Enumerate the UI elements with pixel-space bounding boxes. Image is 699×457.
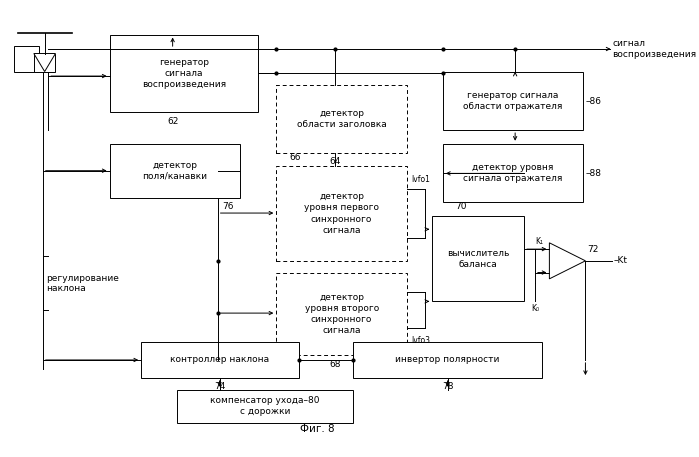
Text: инвертор полярности: инвертор полярности: [396, 356, 500, 365]
Text: детектор уровня
сигнала отражателя: детектор уровня сигнала отражателя: [463, 163, 563, 183]
Text: 78: 78: [442, 383, 453, 392]
Text: Ivfo1: Ivfo1: [412, 175, 431, 184]
Text: Ivfo3: Ivfo3: [412, 335, 431, 345]
Text: детектор
области заголовка: детектор области заголовка: [297, 109, 387, 129]
Text: K₀: K₀: [531, 304, 539, 313]
Text: K₁: K₁: [535, 237, 543, 245]
Bar: [177, 390, 353, 423]
Bar: [432, 216, 524, 301]
Text: генератор сигнала
области отражателя: генератор сигнала области отражателя: [463, 91, 563, 111]
Text: 62: 62: [167, 117, 178, 126]
Bar: [110, 35, 258, 112]
Bar: [14, 46, 39, 72]
Bar: [443, 72, 583, 130]
Text: 72: 72: [587, 244, 598, 254]
Bar: [276, 272, 407, 356]
Text: Фиг. 8: Фиг. 8: [300, 425, 334, 434]
Polygon shape: [34, 53, 55, 72]
Text: –Kt: –Kt: [614, 256, 628, 266]
Text: 76: 76: [222, 202, 233, 211]
Bar: [443, 143, 583, 202]
Text: 70: 70: [455, 202, 467, 211]
Text: 74: 74: [214, 383, 225, 392]
Bar: [34, 53, 55, 72]
Text: генератор
сигнала
воспроизведения: генератор сигнала воспроизведения: [142, 58, 226, 89]
Text: 66: 66: [290, 153, 301, 162]
Bar: [276, 85, 407, 153]
Bar: [353, 342, 542, 378]
Text: контроллер наклона: контроллер наклона: [171, 356, 270, 365]
Bar: [141, 342, 298, 378]
Text: –88: –88: [586, 169, 601, 178]
Text: вычислитель
баланса: вычислитель баланса: [447, 249, 510, 269]
Text: сигнал
воспроизведения: сигнал воспроизведения: [612, 39, 697, 58]
Text: детектор
поля/канавки: детектор поля/канавки: [143, 161, 208, 181]
Bar: [276, 166, 407, 261]
Bar: [110, 143, 240, 198]
Text: детектор
уровня второго
синхронного
сигнала: детектор уровня второго синхронного сигн…: [305, 293, 379, 335]
Text: 68: 68: [329, 360, 340, 369]
Text: компенсатор ухода–80
с дорожки: компенсатор ухода–80 с дорожки: [210, 396, 319, 416]
Text: детектор
уровня первого
синхронного
сигнала: детектор уровня первого синхронного сигн…: [304, 192, 379, 234]
Text: 64: 64: [329, 157, 340, 166]
Text: регулирование
наклона: регулирование наклона: [46, 274, 120, 293]
Text: –86: –86: [586, 97, 601, 106]
Polygon shape: [549, 243, 586, 279]
